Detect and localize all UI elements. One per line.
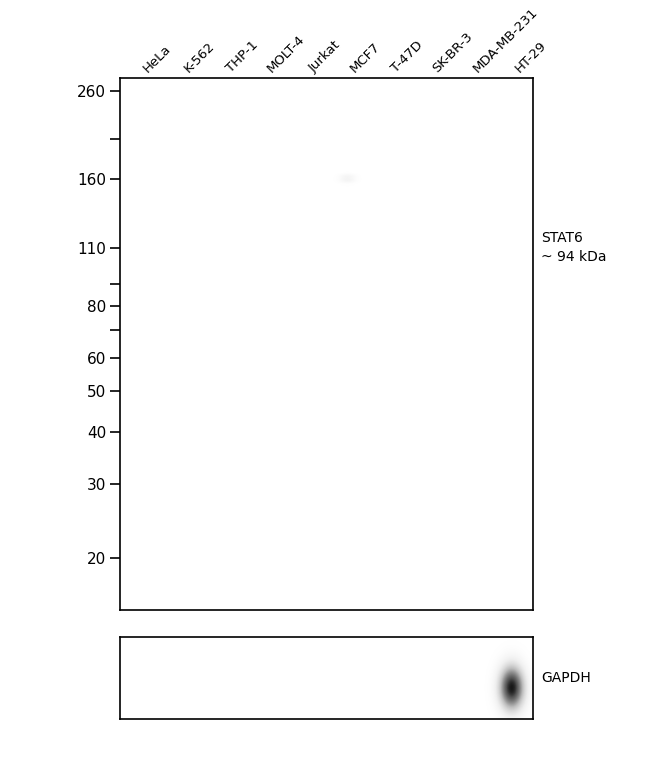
Text: HT-29: HT-29	[512, 39, 549, 75]
Text: THP-1: THP-1	[224, 38, 260, 75]
Text: MOLT-4: MOLT-4	[265, 33, 307, 75]
Text: K-562: K-562	[182, 40, 218, 75]
Text: Jurkat: Jurkat	[306, 38, 343, 75]
Text: GAPDH: GAPDH	[541, 671, 591, 685]
Text: STAT6
~ 94 kDa: STAT6 ~ 94 kDa	[541, 232, 606, 264]
Text: MDA-MB-231: MDA-MB-231	[471, 5, 541, 75]
Text: HeLa: HeLa	[141, 42, 174, 75]
Text: MCF7: MCF7	[347, 40, 382, 75]
Text: SK-BR-3: SK-BR-3	[430, 30, 475, 75]
Text: T-47D: T-47D	[389, 39, 425, 75]
